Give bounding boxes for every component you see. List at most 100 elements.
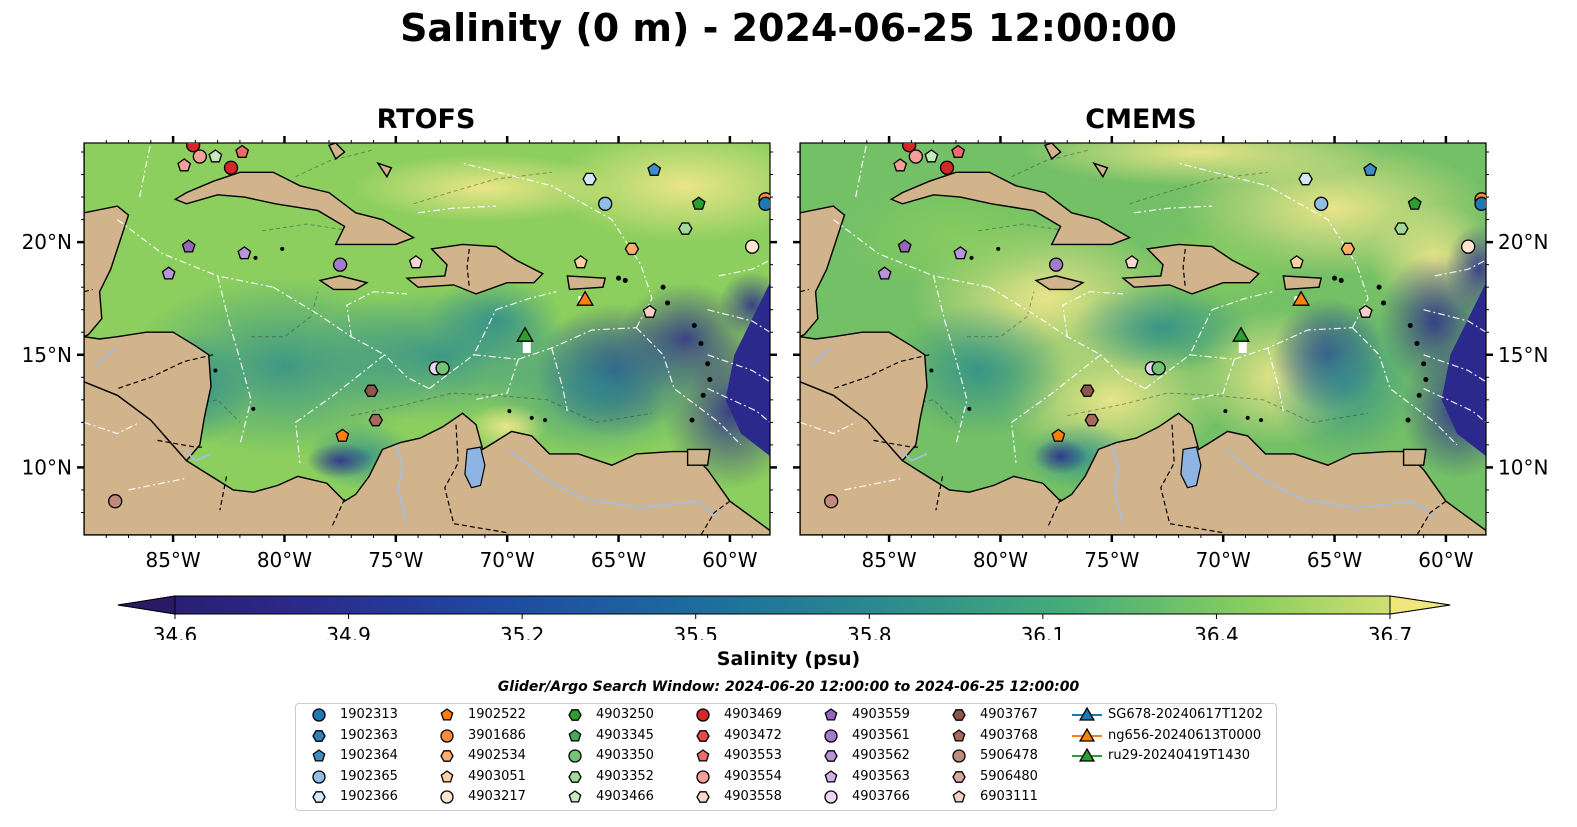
legend-pentagon-marker bbox=[568, 728, 582, 742]
bathymetry-contour bbox=[1129, 171, 1268, 205]
float-marker bbox=[208, 149, 223, 163]
legend-label: 5906480 bbox=[980, 768, 1038, 784]
legend-item: 5906480 bbox=[944, 767, 1038, 787]
legend-marker bbox=[1072, 727, 1102, 742]
eez-boundary bbox=[707, 388, 770, 423]
lon-tick-label: 60°W bbox=[1418, 548, 1473, 572]
legend-item: 4903562 bbox=[816, 746, 910, 766]
float-marker bbox=[877, 266, 892, 280]
legend-item: 4903466 bbox=[560, 787, 654, 807]
eez-boundary bbox=[495, 291, 557, 311]
search-window-text: Glider/Argo Search Window: 2024-06-20 12… bbox=[497, 679, 1080, 695]
float-marker bbox=[1151, 361, 1166, 376]
country-border bbox=[1416, 500, 1447, 535]
legend-label: 1902365 bbox=[340, 768, 398, 784]
river bbox=[394, 444, 408, 524]
legend-hexagon-marker bbox=[568, 770, 582, 783]
legend-hexagon-marker bbox=[952, 709, 966, 721]
legend-marker bbox=[824, 728, 838, 743]
land-bahamas1 bbox=[328, 143, 346, 160]
land-yucatan bbox=[84, 143, 130, 338]
colorbar-tick-label: 35.5 bbox=[673, 623, 718, 640]
colorbar-tick-label: 35.8 bbox=[847, 623, 892, 640]
eez-boundary bbox=[833, 219, 990, 288]
legend-hexagon-marker bbox=[312, 729, 326, 742]
legend-label: 1902363 bbox=[340, 727, 398, 743]
float-marker bbox=[582, 172, 597, 186]
salinity-anomaly bbox=[507, 219, 686, 310]
lat-tick-label: 10°N bbox=[22, 455, 72, 479]
eez-boundary bbox=[707, 309, 770, 333]
eez-boundary bbox=[707, 354, 770, 383]
lesser-antilles-island bbox=[1381, 300, 1387, 306]
legend-label: 4903352 bbox=[596, 768, 654, 784]
legend-circle-marker bbox=[824, 728, 838, 743]
float-marker bbox=[108, 494, 123, 509]
lesser-antilles-island bbox=[689, 417, 695, 423]
river bbox=[1110, 444, 1124, 524]
colorbar-tick-label: 34.9 bbox=[326, 623, 371, 640]
legend-item: 4903250 bbox=[560, 705, 654, 725]
land-puertorico bbox=[566, 275, 607, 291]
legend-marker bbox=[1072, 706, 1102, 721]
small-island bbox=[1259, 418, 1264, 423]
legend-marker bbox=[824, 708, 838, 721]
country-border bbox=[1046, 498, 1062, 529]
float-marker bbox=[1461, 239, 1476, 254]
land-bahamas1 bbox=[1044, 143, 1062, 160]
legend-marker bbox=[440, 708, 454, 721]
lake-maracaibo bbox=[464, 446, 486, 489]
map-frame bbox=[83, 142, 771, 536]
legend-circle-marker bbox=[696, 708, 710, 722]
river bbox=[508, 448, 720, 518]
float-marker bbox=[1124, 255, 1139, 269]
float-marker bbox=[185, 143, 201, 153]
colorbar-max-extend bbox=[1389, 595, 1451, 615]
legend-label: 4903558 bbox=[724, 789, 782, 804]
salinity-anomaly bbox=[1267, 302, 1424, 461]
float-marker bbox=[624, 242, 640, 256]
legend-pentagon-marker bbox=[952, 728, 966, 742]
legend-label: 4903472 bbox=[724, 727, 782, 743]
land-hispaniola bbox=[1121, 243, 1260, 295]
eez-boundary bbox=[84, 421, 140, 435]
salinity-anomaly bbox=[551, 143, 770, 243]
country-border bbox=[117, 354, 214, 390]
legend-marker bbox=[696, 769, 710, 784]
legend-item: 1902313 bbox=[304, 705, 398, 725]
legend-marker bbox=[824, 790, 838, 804]
float-marker bbox=[223, 160, 239, 175]
lon-tick-label: 80°W bbox=[973, 548, 1028, 572]
legend-hexagon-marker bbox=[952, 770, 966, 783]
country-border bbox=[1160, 424, 1224, 534]
float-marker bbox=[1314, 196, 1329, 211]
float-marker bbox=[237, 246, 252, 260]
legend-item: 4903472 bbox=[688, 726, 782, 746]
float-marker bbox=[1340, 242, 1356, 256]
legend-circle-marker bbox=[440, 790, 454, 804]
legend-label: 1902364 bbox=[340, 748, 398, 763]
glider-marker bbox=[1232, 326, 1250, 342]
legend-pentagon-marker bbox=[568, 790, 582, 803]
float-marker bbox=[235, 144, 250, 158]
float-marker bbox=[953, 246, 968, 260]
legend-marker bbox=[440, 728, 454, 743]
lon-tick-label: 85°W bbox=[861, 548, 916, 572]
legend: 1902313 1902363 1902364 1902365 1902366 19025… bbox=[295, 703, 1277, 811]
salinity-colorbar: 34.6 34.9 35.2 35.5 35.8 36.1 36.4 36.7 bbox=[117, 595, 1451, 640]
eez-boundary bbox=[139, 143, 152, 198]
legend-item: 1902365 bbox=[304, 767, 398, 787]
salinity-anomaly bbox=[844, 181, 1068, 294]
legend-marker bbox=[312, 791, 326, 803]
legend-marker bbox=[568, 709, 582, 721]
legend-triangle-marker bbox=[1078, 727, 1096, 742]
legend-item: 4903554 bbox=[688, 767, 782, 787]
legend-label: ng656-20240613T0000 bbox=[1108, 727, 1262, 743]
country-border bbox=[84, 288, 94, 293]
eez-boundary bbox=[1010, 354, 1102, 463]
glider-marker bbox=[576, 290, 595, 306]
legend-label: 1902313 bbox=[340, 707, 398, 722]
lesser-antilles-island bbox=[1407, 322, 1413, 328]
river bbox=[183, 448, 212, 462]
legend-label: 4903469 bbox=[724, 707, 782, 722]
